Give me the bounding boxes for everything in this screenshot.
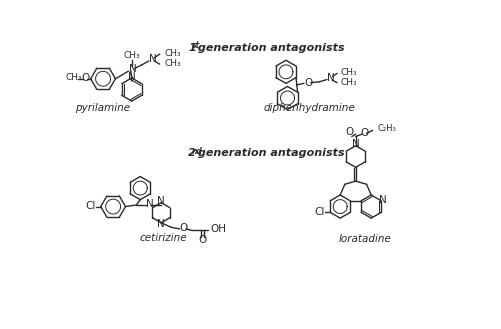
- Text: OH: OH: [210, 224, 226, 234]
- Text: N: N: [146, 199, 154, 209]
- Text: cetirizine: cetirizine: [139, 233, 187, 243]
- Text: N: N: [326, 73, 334, 83]
- Text: O: O: [198, 236, 206, 245]
- Text: C₂H₅: C₂H₅: [377, 124, 395, 133]
- Text: N: N: [378, 195, 386, 205]
- Text: CH₃: CH₃: [340, 78, 357, 87]
- Text: 2: 2: [188, 148, 196, 159]
- Text: CH₃: CH₃: [164, 49, 180, 58]
- Text: N: N: [128, 72, 135, 82]
- Text: Cl: Cl: [314, 207, 325, 216]
- Text: N: N: [157, 196, 165, 206]
- Text: CH₃: CH₃: [340, 68, 357, 77]
- Text: O: O: [345, 127, 353, 137]
- Text: nd: nd: [192, 147, 202, 156]
- Text: N: N: [157, 219, 165, 229]
- Text: generation antagonists: generation antagonists: [194, 148, 345, 159]
- Text: O: O: [81, 73, 89, 83]
- Text: O: O: [359, 128, 368, 139]
- Text: generation antagonists: generation antagonists: [194, 43, 345, 53]
- Text: diphenhydramine: diphenhydramine: [263, 103, 354, 113]
- Text: CH₃: CH₃: [164, 59, 180, 68]
- Text: 1: 1: [188, 43, 196, 53]
- Text: loratadine: loratadine: [338, 234, 391, 244]
- Text: st: st: [192, 41, 200, 50]
- Text: O: O: [179, 223, 187, 233]
- Text: CH₃: CH₃: [65, 73, 82, 83]
- Text: N: N: [128, 64, 136, 74]
- Text: N: N: [351, 139, 359, 149]
- Text: CH₃: CH₃: [123, 51, 140, 60]
- Text: pyrilamine: pyrilamine: [75, 103, 130, 113]
- Text: Cl: Cl: [85, 201, 96, 211]
- Text: O: O: [304, 78, 312, 88]
- Text: N: N: [148, 55, 156, 64]
